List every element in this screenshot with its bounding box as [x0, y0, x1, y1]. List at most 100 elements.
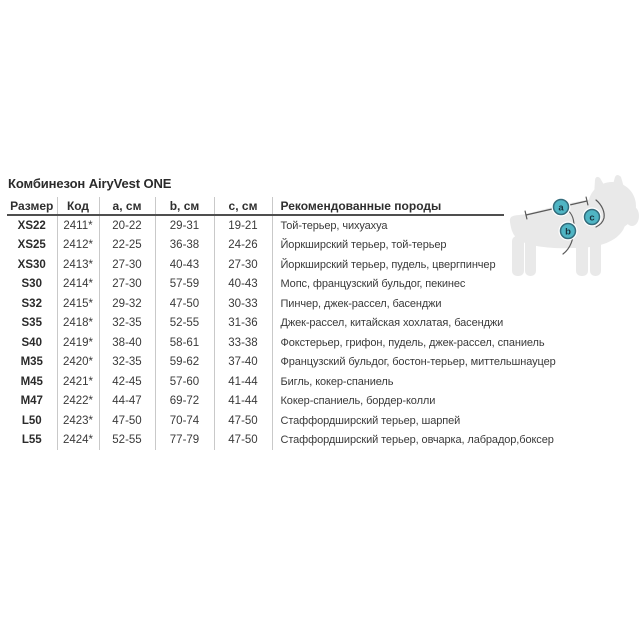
cell-breeds: Стаффордширский терьер, шарпей [280, 414, 461, 427]
cell-code: 2415* [57, 294, 100, 314]
badge-c-circle [583, 208, 601, 226]
cell-breeds: Той-терьер, чихуахуа [280, 219, 388, 232]
cell-breeds: Стаффордширский терьер, овчарка, лабрадо… [280, 434, 554, 447]
cell-code: 2411* [57, 215, 100, 236]
col-header-a: a, см [99, 197, 156, 216]
cell-code: 2420* [57, 352, 100, 372]
table-row: M35 2420* 32-35 59-62 37-40 Французский … [7, 352, 556, 372]
cell-b-cm: 77-79 [155, 430, 215, 450]
badge-a-label: a [558, 203, 564, 214]
table-row: S32 2415* 29-32 47-50 30-33 Пинчер, джек… [7, 294, 504, 314]
cell-size: XS22 [7, 215, 58, 236]
cell-code: 2414* [57, 274, 100, 294]
cell-code: 2421* [57, 372, 100, 392]
cell-a-cm: 52-55 [99, 430, 156, 450]
size-table: Размер Код a, см b, см c, см Рекомендова… [7, 197, 556, 450]
col-header-breeds: Рекомендованные породы [272, 197, 504, 216]
cell-c-cm: 24-26 [214, 235, 273, 255]
cell-breeds: Йоркширский терьер, той-терьер [280, 239, 447, 252]
cell-c-cm: 30-33 [214, 294, 273, 314]
table-row: M47 2422* 44-47 69-72 41-44 Кокер-спание… [7, 391, 504, 411]
cell-c-cm: 41-44 [214, 372, 273, 392]
cell-a-cm: 29-32 [99, 294, 156, 314]
cell-breeds: Французский бульдог, бостон-терьер, митт… [280, 356, 556, 369]
col-header-code: Код [57, 197, 100, 216]
cell-c-cm: 41-44 [214, 391, 273, 411]
cell-size: M45 [7, 372, 58, 392]
cell-b-cm: 57-60 [155, 372, 215, 392]
measure-c-arc [595, 199, 605, 228]
badge-b-circle [559, 222, 577, 240]
cell-b-cm: 69-72 [155, 391, 215, 411]
cell-breeds: Кокер-спаниель, бордер-колли [280, 395, 436, 408]
table-header-row: Размер Код a, см b, см c, см Рекомендова… [7, 197, 504, 216]
table-row: L55 2424* 52-55 77-79 47-50 Стаффордширс… [7, 430, 554, 450]
dog-diagram-svg: a b c [509, 175, 639, 276]
cell-code: 2419* [57, 333, 100, 353]
cell-size: M35 [7, 352, 58, 372]
cell-size: S40 [7, 333, 58, 353]
cell-c-cm: 27-30 [214, 255, 273, 275]
measure-c-badge: c [582, 207, 602, 227]
cell-code: 2412* [57, 235, 100, 255]
cell-a-cm: 38-40 [99, 333, 156, 353]
cell-size: S35 [7, 313, 58, 333]
cell-a-cm: 32-35 [99, 313, 156, 333]
cell-size: L50 [7, 411, 58, 431]
table-row: S35 2418* 32-35 52-55 31-36 Джек-рассел,… [7, 313, 504, 333]
cell-code: 2423* [57, 411, 100, 431]
cell-b-cm: 29-31 [155, 215, 215, 236]
cell-a-cm: 22-25 [99, 235, 156, 255]
cell-size: XS30 [7, 255, 58, 275]
cell-size: L55 [7, 430, 58, 450]
measure-b-badge: b [558, 221, 578, 241]
table-body: XS22 2411* 20-22 29-31 19-21 Той-терьер,… [7, 215, 556, 450]
cell-c-cm: 47-50 [214, 411, 273, 431]
table-row: XS22 2411* 20-22 29-31 19-21 Той-терьер,… [7, 215, 504, 236]
cell-b-cm: 36-38 [155, 235, 215, 255]
cell-a-cm: 44-47 [99, 391, 156, 411]
cell-code: 2424* [57, 430, 100, 450]
badge-b-label: b [565, 227, 571, 238]
cell-code: 2413* [57, 255, 100, 275]
cell-breeds: Бигль, кокер-спаниель [280, 375, 394, 388]
dog-silhouette-icon [509, 175, 639, 276]
cell-size: M47 [7, 391, 58, 411]
badge-a-circle [552, 198, 570, 216]
table-row: XS30 2413* 27-30 40-43 27-30 Йоркширский… [7, 255, 504, 275]
cell-breeds: Пинчер, джек-рассел, басенджи [280, 297, 442, 310]
cell-a-cm: 20-22 [99, 215, 156, 236]
table-row: XS25 2412* 22-25 36-38 24-26 Йоркширский… [7, 235, 504, 255]
col-header-c: c, см [214, 197, 273, 216]
cell-breeds: Фокстерьер, грифон, пудель, джек-рассел,… [280, 336, 545, 349]
cell-c-cm: 19-21 [214, 215, 273, 236]
table-row: M45 2421* 42-45 57-60 41-44 Бигль, кокер… [7, 372, 504, 392]
cell-c-cm: 33-38 [214, 333, 273, 353]
cell-size: S30 [7, 274, 58, 294]
cell-b-cm: 58-61 [155, 333, 215, 353]
cell-breeds: Джек-рассел, китайская хохлатая, басендж… [280, 317, 504, 330]
cell-size: S32 [7, 294, 58, 314]
table-row: S40 2419* 38-40 58-61 33-38 Фокстерьер, … [7, 333, 545, 353]
badge-c-label: c [589, 213, 594, 224]
cell-b-cm: 59-62 [155, 352, 215, 372]
table-row: S30 2414* 27-30 57-59 40-43 Мопс, францу… [7, 274, 504, 294]
cell-b-cm: 40-43 [155, 255, 215, 275]
cell-a-cm: 27-30 [99, 255, 156, 275]
page-title: Комбинезон AiryVest ONE [8, 176, 172, 191]
cell-size: XS25 [7, 235, 58, 255]
measure-a-badge: a [551, 197, 571, 217]
cell-b-cm: 57-59 [155, 274, 215, 294]
cell-a-cm: 27-30 [99, 274, 156, 294]
cell-b-cm: 70-74 [155, 411, 215, 431]
cell-breeds: Мопс, французский бульдог, пекинес [280, 278, 466, 291]
dog-measurement-diagram: a b c [500, 172, 640, 280]
cell-code: 2422* [57, 391, 100, 411]
cell-b-cm: 52-55 [155, 313, 215, 333]
cell-c-cm: 31-36 [214, 313, 273, 333]
cell-c-cm: 37-40 [214, 352, 273, 372]
cell-a-cm: 47-50 [99, 411, 156, 431]
col-header-b: b, см [155, 197, 215, 216]
col-header-size: Размер [7, 197, 58, 216]
